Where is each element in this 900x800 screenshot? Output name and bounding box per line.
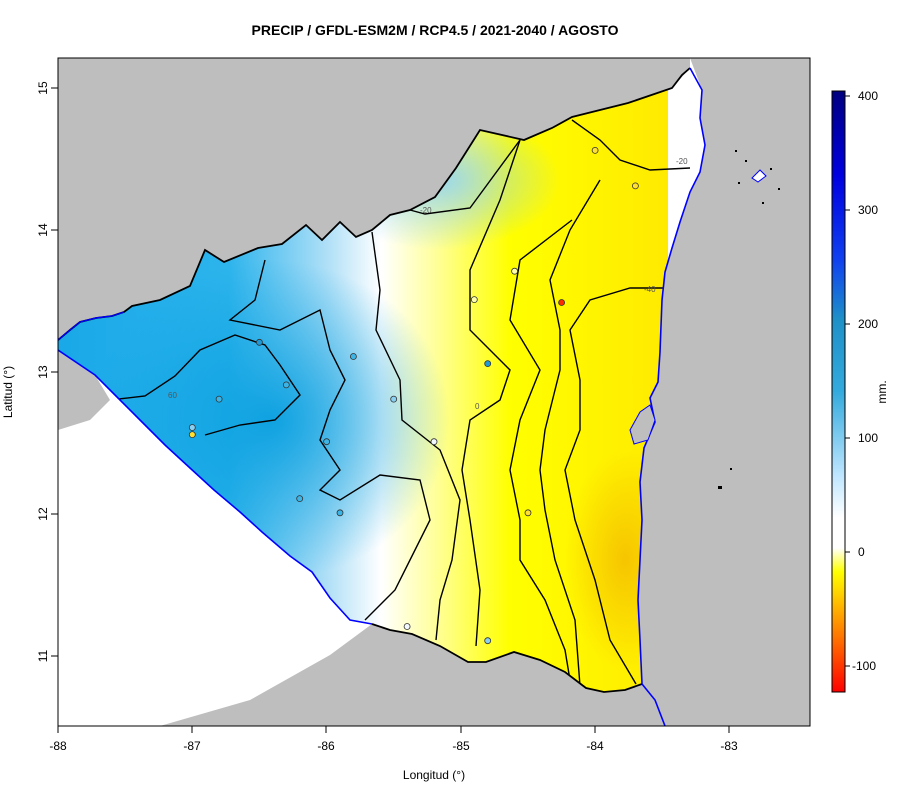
x-tick-label: -86 [317,739,335,753]
map-layer [58,58,810,726]
contour-label: 60 [168,391,177,400]
colorbar-tick-label: 400 [858,89,878,103]
gulf-of-fonseca-coast [58,311,125,341]
station-point [336,509,344,517]
map-title: PRECIP / GFDL-ESM2M / RCP4.5 / 2021-2040… [252,22,619,38]
y-axis [51,87,59,657]
station-point [188,431,196,439]
station-point [524,509,532,517]
contour-label: 0 [475,402,480,411]
station-point [349,353,357,360]
colorbar-tick-label: 100 [858,431,878,445]
station-point [282,381,290,389]
x-tick-label: -88 [49,739,67,753]
station-point [430,438,438,446]
x-tick-label: -87 [183,739,201,753]
station-point [255,338,263,346]
station-point [323,438,331,446]
colorbar [831,90,846,693]
contour-lines [109,119,691,687]
y-tick-label: 12 [36,507,50,521]
station-point [403,623,411,630]
station-point [632,182,639,190]
station-point [390,395,398,403]
contour-label: -20 [676,157,688,166]
colorbar-label: mm. [875,380,889,403]
southern-border [371,623,643,693]
contour-label: -40 [644,285,656,294]
colorbar-tick-label: 0 [858,545,865,559]
y-tick-label: 13 [36,365,50,379]
y-tick-label: 11 [36,649,50,662]
y-tick-label: 14 [36,223,50,237]
pearl-lagoon [629,404,656,445]
contour-label: -20 [420,206,432,215]
costa-rica-land [160,624,665,726]
colorbar-tick-label: -100 [852,659,876,673]
y-axis-label: Latitud (°) [1,366,15,418]
station-point [558,299,565,306]
x-axis-label: Longitud (°) [403,768,465,782]
station-point [470,296,478,304]
corn-islands [718,468,732,489]
station-point [484,360,492,368]
station-point [215,395,223,403]
x-tick-label: -84 [586,739,604,753]
station-point [511,267,518,275]
station-point [188,424,196,431]
y-tick-label: 15 [36,81,50,95]
el-salvador-land [58,340,110,430]
station-point [591,146,599,154]
caribbean-coastline [637,67,706,726]
caribbean-gray-area [638,58,810,726]
station-markers [188,146,639,645]
x-axis [57,725,730,733]
colorbar-tick-label: 200 [858,317,878,331]
x-tick-label: -85 [452,739,470,753]
offshore-island [751,169,767,183]
station-point [296,495,304,503]
pacific-coastline [58,349,373,625]
honduras-land [58,58,690,340]
x-tick-label: -83 [720,739,738,753]
colorbar-ticks [845,95,850,667]
station-point [484,637,492,645]
colorbar-tick-label: 300 [858,203,878,217]
